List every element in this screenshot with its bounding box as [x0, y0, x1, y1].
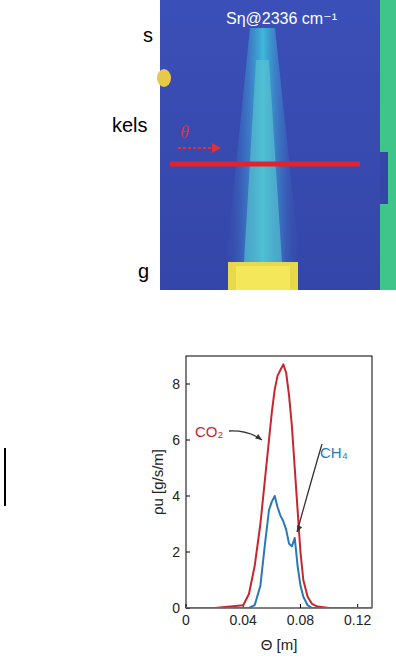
nozzle [228, 262, 298, 290]
image-bg [160, 0, 396, 290]
plume [226, 28, 300, 262]
chart: 0 0.04 0.08 0.12 0 2 4 6 8 Θ [m] ρu [g/s/m] CO₂ CH₄ [149, 356, 372, 653]
text-fragment: s [143, 24, 153, 46]
plume-core [244, 60, 282, 262]
series-line [186, 364, 372, 608]
y-tick-label: 8 [172, 376, 180, 392]
x-tick-label: 0.04 [230, 612, 257, 628]
x-axis-title: Θ [m] [261, 636, 298, 653]
nozzle-core [236, 266, 290, 290]
text-fragment: g [138, 260, 149, 282]
series-line [186, 496, 372, 608]
x-tick-label: 0.08 [287, 612, 314, 628]
y-tick-label: 4 [172, 488, 180, 504]
x-tick-label: 0 [182, 612, 190, 628]
y-tick [186, 440, 190, 441]
x-tick-label: 0.12 [344, 612, 371, 628]
annotation-arrow [229, 431, 262, 440]
y-tick [186, 552, 190, 553]
left-blob [157, 69, 171, 87]
image-label: Sη@2336 cm⁻¹ [226, 10, 337, 27]
x-tick [300, 604, 301, 608]
y-tick [186, 496, 190, 497]
theta-arrowhead [212, 143, 221, 153]
y-tick [186, 384, 190, 385]
image-panel: Sη@2336 cm⁻¹ θ [157, 0, 396, 290]
series-group [186, 364, 372, 608]
profile-line [170, 162, 360, 167]
annotation-arrowhead [297, 525, 302, 532]
theta-arrow [178, 147, 212, 149]
y-axis-title: ρu [g/s/m] [149, 449, 166, 515]
plot-frame [186, 356, 372, 608]
series-label: CH₄ [320, 444, 348, 461]
annotation-arrow [297, 444, 322, 532]
text-fragment: kels [112, 114, 148, 136]
y-tick-label: 2 [172, 544, 180, 560]
border-fragment [4, 448, 6, 506]
green-strip [380, 0, 396, 290]
canvas: Sη@2336 cm⁻¹ θ s kels g 0 0.04 0.08 0.12 0 2 4 6 8 Θ [… [0, 0, 396, 661]
theta-label: θ [180, 122, 189, 142]
root: Sη@2336 cm⁻¹ θ s kels g 0 0.04 0.08 0.12 0 2 4 6 8 Θ [… [0, 0, 396, 661]
annotation-arrowhead [255, 434, 262, 440]
strip-notch [380, 152, 388, 204]
y-tick-label: 6 [172, 432, 180, 448]
y-tick-label: 0 [172, 600, 180, 616]
series-label: CO₂ [195, 423, 224, 440]
